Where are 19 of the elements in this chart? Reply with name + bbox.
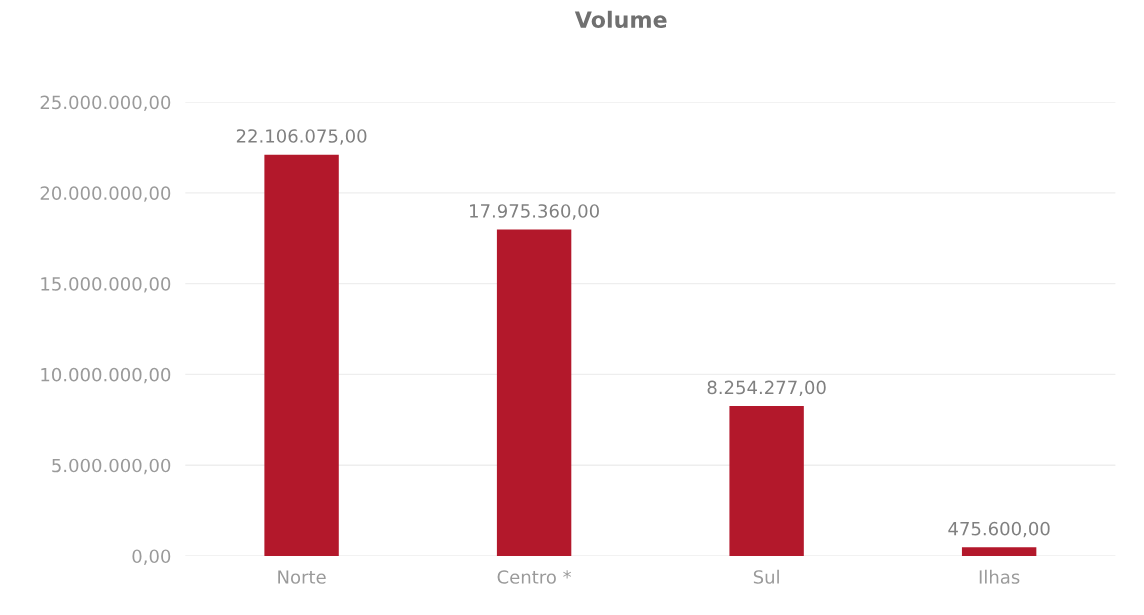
bar — [729, 406, 804, 556]
y-tick-label: 15.000.000,00 — [41, 277, 171, 293]
data-label: 8.254.277,00 — [707, 380, 826, 397]
bar — [496, 229, 572, 556]
data-label: 475.600,00 — [948, 521, 1050, 538]
data-label: 17.975.360,00 — [470, 204, 599, 220]
y-tick-label: 0,00 — [132, 549, 171, 565]
bar — [961, 547, 1037, 556]
x-tick-label: Norte — [278, 570, 326, 584]
bar — [264, 154, 339, 556]
x-tick-label: Sul — [753, 569, 779, 584]
x-tick-label: Ilhas — [979, 569, 1020, 584]
data-label: 22.106.075,00 — [236, 129, 367, 145]
chart-title: Volume — [574, 10, 667, 28]
y-tick-label: 20.000.000,00 — [40, 186, 171, 202]
y-tick-label: 10.000.000,00 — [41, 367, 171, 384]
x-tick-label: Centro * — [497, 570, 572, 584]
y-tick-label: 25.000.000,00 — [40, 95, 171, 112]
y-tick-label: 5.000.000,00 — [52, 458, 171, 475]
